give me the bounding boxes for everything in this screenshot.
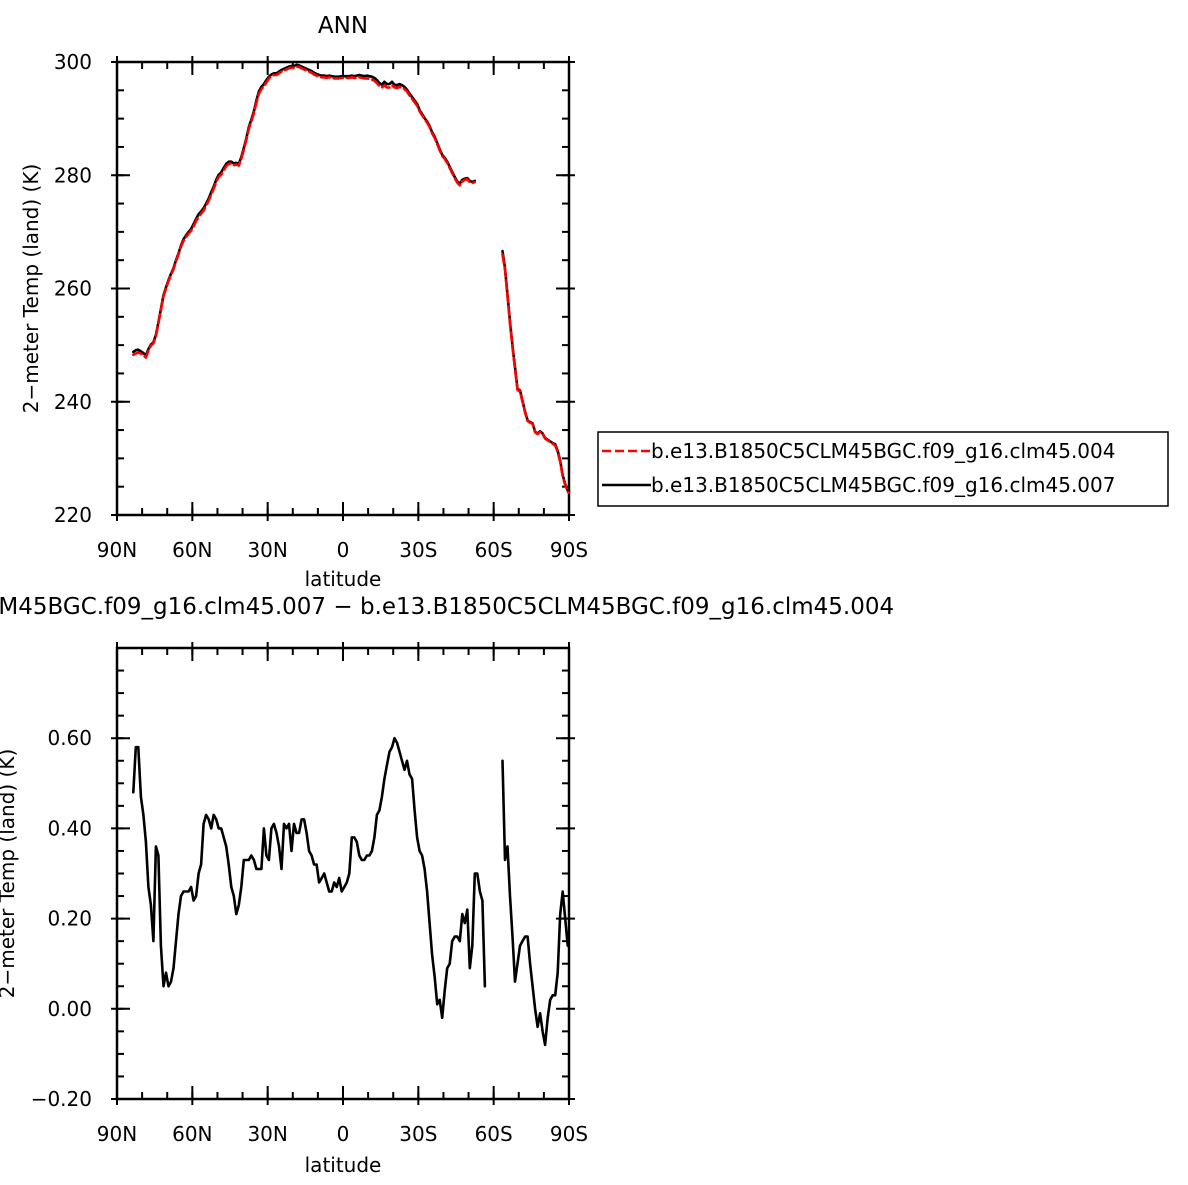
x-tick-label: 60S	[475, 538, 513, 562]
y-tick-label: 260	[54, 277, 92, 301]
series-line-2-segment-1	[132, 65, 477, 359]
chart-panel-2: b.e13.B1850C5CLM45BGC.f09_g16.clm45.007 …	[0, 594, 894, 1177]
series-line-2-segment-2	[501, 253, 571, 495]
y-axis-label: 2−meter Temp (land) (K)	[19, 164, 43, 414]
plot-frame	[115, 60, 571, 517]
x-axis-label: latitude	[305, 567, 382, 591]
y-tick-label: 0.40	[47, 816, 92, 840]
chart-legend: b.e13.B1850C5CLM45BGC.f09_g16.clm45.004b…	[597, 431, 1169, 507]
x-tick-label: 60S	[475, 1122, 513, 1146]
x-tick-label: 0	[337, 538, 350, 562]
x-tick-label: 60N	[172, 538, 212, 562]
y-tick-label: 280	[54, 163, 92, 187]
x-tick-label: 30S	[399, 538, 437, 562]
y-tick-label: 0.20	[47, 907, 92, 931]
x-tick-label: 0	[337, 1122, 350, 1146]
x-tick-label: 90S	[550, 1122, 588, 1146]
y-axis-label: 2−meter Temp (land) (K)	[0, 749, 19, 999]
chart-panel-1: ANN 2−meter Temp (land) (K) latitude 90N 60N…	[19, 13, 1169, 591]
series-line-1-segment-1	[132, 736, 487, 1020]
y-tick-label: 0.00	[47, 997, 92, 1021]
x-axis-label: latitude	[305, 1153, 382, 1177]
y-tick-label: 220	[54, 503, 92, 527]
series-line-1-segment-2	[501, 759, 569, 1047]
x-tick-label: 90N	[97, 538, 137, 562]
y-tick-label: 0.60	[47, 726, 92, 750]
legend-label: b.e13.B1850C5CLM45BGC.f09_g16.clm45.004	[651, 439, 1115, 463]
y-tick-label: 300	[54, 50, 92, 74]
legend-box	[597, 431, 1169, 507]
y-tick-label: 240	[54, 390, 92, 414]
x-tick-label: 90S	[550, 538, 588, 562]
x-tick-label: 30S	[399, 1122, 437, 1146]
legend-label: b.e13.B1850C5CLM45BGC.f09_g16.clm45.007	[651, 473, 1115, 497]
chart-title: b.e13.B1850C5CLM45BGC.f09_g16.clm45.007 …	[0, 594, 894, 620]
chart-title: ANN	[318, 13, 368, 39]
x-tick-label: 30N	[247, 1122, 287, 1146]
plot-frame	[115, 646, 571, 1101]
x-tick-label: 60N	[172, 1122, 212, 1146]
x-tick-label: 30N	[247, 538, 287, 562]
x-tick-label: 90N	[97, 1122, 137, 1146]
y-tick-label: −0.20	[31, 1087, 92, 1111]
